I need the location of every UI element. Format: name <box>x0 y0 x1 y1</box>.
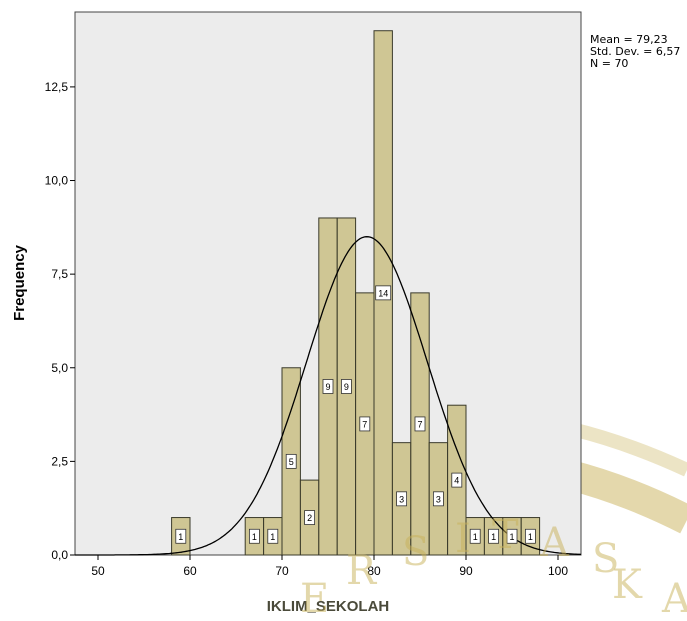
x-tick-label: 60 <box>183 564 197 578</box>
bar-value-label: 1 <box>252 532 257 542</box>
x-tick-label: 50 <box>91 564 105 578</box>
bar-label-box <box>322 379 334 394</box>
bar-value-label: 1 <box>509 532 514 542</box>
watermark-letter: A <box>661 576 687 621</box>
bar-value-label: 14 <box>378 288 388 298</box>
bar-label-box <box>175 528 187 544</box>
normal-curve <box>75 236 582 556</box>
x-tick-label: 80 <box>367 564 381 578</box>
y-tick-label: 7,5 <box>51 267 68 281</box>
bar-value-label: 3 <box>399 494 404 504</box>
bar-label-box <box>375 285 392 301</box>
watermark-letter: R <box>346 548 378 594</box>
stats-box: Mean = 79,23 Std. Dev. = 6,57 N = 70 <box>590 34 680 70</box>
bar-label-box <box>451 472 463 488</box>
bar-label-box <box>396 491 408 507</box>
x-tick-label: 70 <box>275 564 289 578</box>
bar-value-label: 1 <box>528 532 533 542</box>
bar-label-box <box>525 528 536 544</box>
bar-value-label: 7 <box>362 419 367 429</box>
watermark-letter: S <box>592 536 619 582</box>
y-axis: 0,0 2,5 5,0 7,5 10,0 12,5 <box>45 80 75 562</box>
bar-value-label: 2 <box>307 513 312 523</box>
bar-value-label: 9 <box>325 382 330 392</box>
x-axis-label: IKLIM_SEKOLAH <box>267 598 390 615</box>
bar-label-box <box>359 416 371 432</box>
bar-label-box <box>340 379 352 394</box>
y-tick-label: 12,5 <box>45 80 69 94</box>
y-tick-label: 2,5 <box>51 454 68 468</box>
bar-label-box <box>285 453 297 469</box>
y-tick-label: 5,0 <box>51 361 68 375</box>
bar-value-label: 4 <box>454 476 459 486</box>
watermark-letter: S <box>402 529 429 575</box>
bar-value-label: 3 <box>436 494 441 504</box>
bar-label-box <box>488 528 500 544</box>
bar-label-box <box>469 528 481 544</box>
bar-value-label: 9 <box>344 382 349 392</box>
y-tick-label: 10,0 <box>45 174 69 188</box>
watermark-letter: T <box>492 512 519 558</box>
bar-label-box <box>248 528 260 544</box>
bar-label-box <box>267 528 279 544</box>
bar-label-box <box>304 510 316 525</box>
x-tick-label: 100 <box>548 564 568 578</box>
x-tick-label: 90 <box>459 564 473 578</box>
bar-value-label: 1 <box>473 532 478 542</box>
bar-label-box <box>432 491 444 507</box>
stats-std-dev: Std. Dev. = 6,57 <box>590 45 681 58</box>
bar-value-label: 1 <box>178 532 183 542</box>
bar-value-label: 1 <box>491 532 496 542</box>
stats-n: N = 70 <box>590 57 629 70</box>
watermark-letter: E <box>300 576 329 621</box>
watermark-letter: A <box>539 520 570 566</box>
watermark-letter: K <box>612 562 643 608</box>
bar-value-label: 1 <box>270 532 275 542</box>
stats-mean: Mean = 79,23 <box>590 33 668 46</box>
bar-value-label: 7 <box>417 419 422 429</box>
x-axis: 50 60 70 80 90 100 <box>91 555 568 578</box>
bar-labels-group: 1 1 1 5 2 9 9 7 14 3 7 3 4 1 1 1 1 <box>175 285 536 544</box>
y-tick-label: 0,0 <box>51 548 68 562</box>
watermark-letter: I <box>455 516 471 562</box>
y-axis-label: Frequency <box>11 244 28 321</box>
bar-value-label: 5 <box>289 457 294 467</box>
bar-label-box <box>414 416 426 432</box>
bar-label-box <box>506 528 518 544</box>
